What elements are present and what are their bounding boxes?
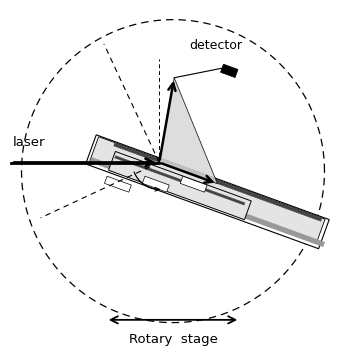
Polygon shape [90, 137, 325, 243]
Polygon shape [180, 176, 207, 192]
Polygon shape [114, 143, 322, 221]
Text: θ: θ [174, 180, 183, 194]
Polygon shape [220, 64, 238, 77]
Polygon shape [109, 151, 251, 220]
Polygon shape [159, 78, 218, 184]
Polygon shape [115, 156, 245, 205]
Text: laser: laser [13, 136, 45, 149]
Polygon shape [90, 157, 325, 247]
Polygon shape [142, 176, 169, 192]
Text: detector: detector [189, 39, 242, 52]
Polygon shape [104, 176, 131, 192]
Text: Rotary  stage: Rotary stage [129, 333, 217, 346]
Polygon shape [86, 135, 329, 249]
